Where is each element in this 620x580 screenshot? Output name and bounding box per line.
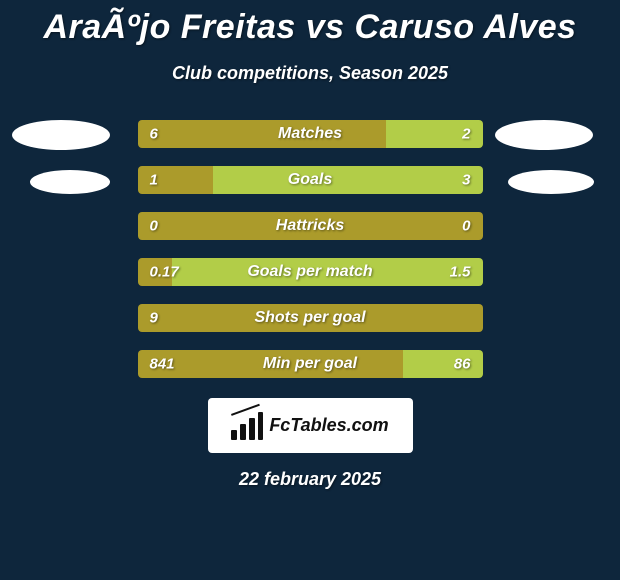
page-title: AraÃºjo Freitas vs Caruso Alves — [0, 0, 620, 47]
stat-row: 841 86 Min per goal — [138, 350, 483, 378]
row-label: Matches — [278, 125, 342, 143]
value-player2: 86 — [454, 356, 471, 373]
fill-player2 — [213, 166, 482, 194]
site-badge-text: FcTables.com — [269, 415, 388, 436]
stat-row: 6 2 Matches — [138, 120, 483, 148]
subtitle: Club competitions, Season 2025 — [0, 63, 620, 84]
stat-row: 1 3 Goals — [138, 166, 483, 194]
player1-logo-small — [30, 170, 110, 194]
value-player1: 1 — [150, 172, 158, 189]
value-player1: 841 — [150, 356, 175, 373]
value-player2: 3 — [462, 172, 470, 189]
comparison-chart: 6 2 Matches 1 3 Goals 0 0 Hattricks 0.17 1.5 Goals … — [0, 120, 620, 490]
fill-player1 — [138, 120, 386, 148]
stat-row: 0 0 Hattricks — [138, 212, 483, 240]
value-player2: 2 — [462, 126, 470, 143]
player2-logo-big — [495, 120, 593, 150]
row-label: Shots per goal — [254, 309, 365, 327]
player1-logo-big — [12, 120, 110, 150]
row-label: Min per goal — [263, 355, 357, 373]
row-label: Hattricks — [276, 217, 344, 235]
chart-icon — [231, 412, 263, 440]
stat-row: 9 Shots per goal — [138, 304, 483, 332]
page: AraÃºjo Freitas vs Caruso Alves Club com… — [0, 0, 620, 580]
player2-logo-small — [508, 170, 594, 194]
site-badge[interactable]: FcTables.com — [208, 398, 413, 453]
value-player1: 9 — [150, 310, 158, 327]
stat-row: 0.17 1.5 Goals per match — [138, 258, 483, 286]
value-player2: 1.5 — [450, 264, 471, 281]
value-player1: 0.17 — [150, 264, 179, 281]
value-player2: 0 — [462, 218, 470, 235]
value-player1: 6 — [150, 126, 158, 143]
value-player1: 0 — [150, 218, 158, 235]
stat-rows: 6 2 Matches 1 3 Goals 0 0 Hattricks 0.17 1.5 Goals … — [138, 120, 483, 378]
date-line: 22 february 2025 — [0, 469, 620, 490]
row-label: Goals — [288, 171, 332, 189]
row-label: Goals per match — [247, 263, 372, 281]
